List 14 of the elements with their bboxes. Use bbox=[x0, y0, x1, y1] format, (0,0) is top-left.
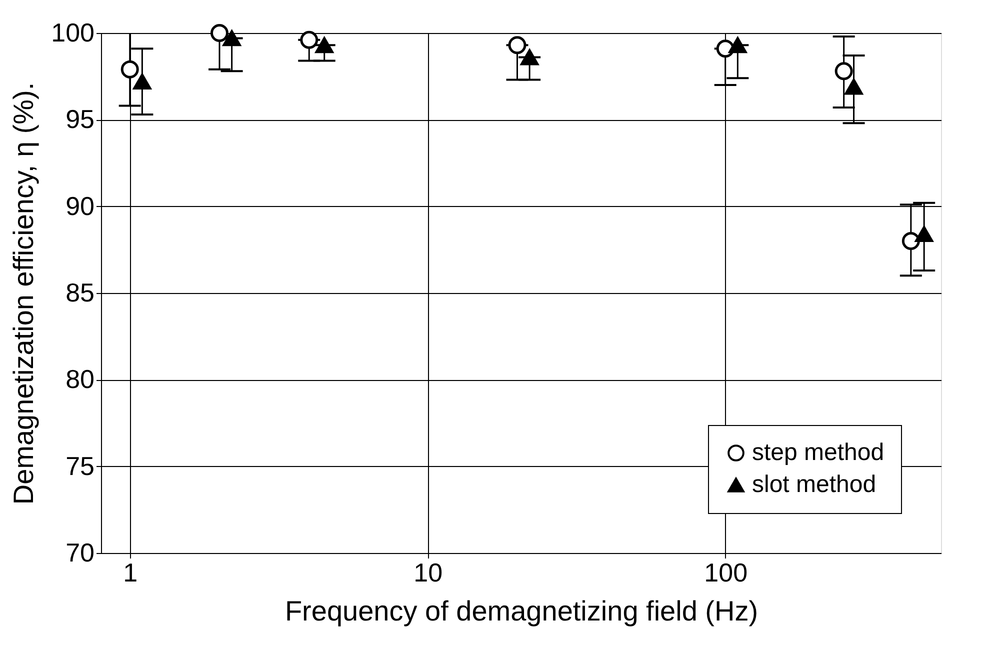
x-tick-label: 100 bbox=[704, 558, 748, 588]
y-tick-label: 70 bbox=[66, 538, 94, 568]
x-tick-label: 1 bbox=[123, 558, 138, 588]
y-tick-label: 75 bbox=[66, 450, 94, 481]
y-tick-label: 95 bbox=[66, 104, 94, 134]
legend-label: slot method bbox=[752, 471, 876, 498]
y-tick-label: 80 bbox=[66, 364, 94, 394]
y-tick-label: 90 bbox=[66, 190, 94, 221]
y-tick-label: 100 bbox=[51, 18, 94, 48]
x-tick-label: 10 bbox=[414, 558, 443, 588]
y-tick-label: 85 bbox=[66, 278, 94, 308]
y-axis-title: Demagnetization efficiency, η (%). bbox=[8, 82, 40, 505]
legend-label: step method bbox=[752, 439, 884, 466]
x-axis-title: Frequency of demagnetizing field (Hz) bbox=[284, 596, 758, 626]
